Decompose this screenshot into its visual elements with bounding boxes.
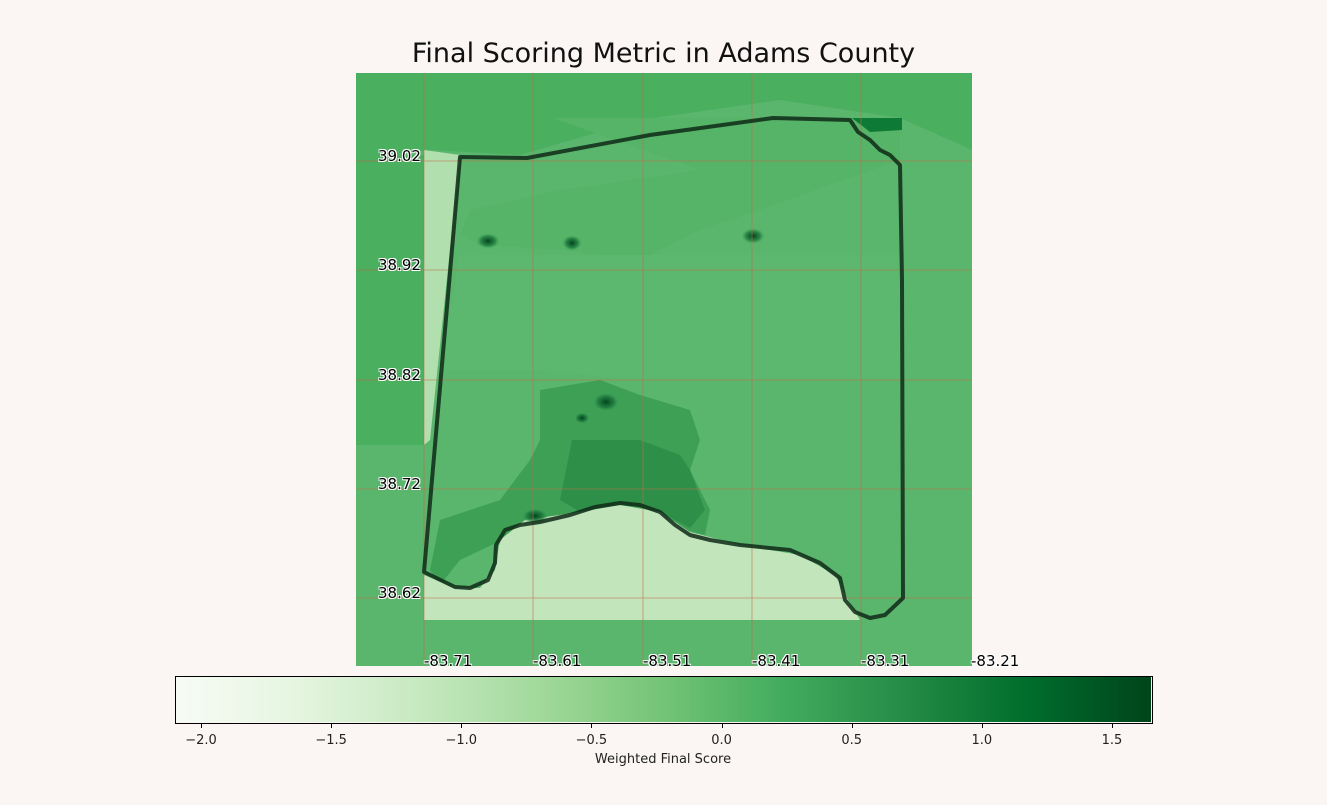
- hotspot-4: [592, 392, 620, 412]
- colorbar-tick-label: −0.5: [575, 733, 608, 748]
- colorbar-tick-label: 1.5: [1101, 733, 1123, 748]
- lat-label-5: 38.62: [378, 584, 421, 602]
- colorbar-tick-label: −1.5: [315, 733, 347, 748]
- lon-label-2: -83.61: [533, 652, 582, 670]
- lat-label-3: 38.82: [378, 366, 421, 384]
- lat-label-1: 39.02: [378, 147, 421, 165]
- county-boundary: [422, 116, 905, 620]
- lon-label-3: -83.51: [643, 652, 692, 670]
- colorbar-tick-mark: [721, 723, 723, 728]
- colorbar-tick-mark: [461, 723, 463, 728]
- colorbar: [175, 676, 1153, 724]
- colorbar-tick-mark: [981, 723, 983, 728]
- colorbar-tick-label: 0.5: [841, 733, 863, 748]
- raster-north-patch: [460, 118, 900, 260]
- hotspot-ne: [852, 118, 902, 132]
- map-title: Final Scoring Metric in Adams County: [411, 38, 916, 69]
- raster-light-west: [424, 150, 460, 445]
- hotspot-3: [741, 228, 765, 244]
- lon-label-5: -83.31: [861, 652, 910, 670]
- colorbar-gradient: [175, 676, 1151, 722]
- colorbar-tick-mark: [201, 723, 203, 728]
- colorbar-tick-label: −2.0: [185, 733, 217, 748]
- colorbar-tick-label: −1.0: [445, 733, 478, 748]
- colorbar-tick-mark: [591, 723, 593, 728]
- lat-label-4: 38.72: [378, 475, 421, 493]
- colorbar-tick-label: 0.0: [711, 733, 732, 748]
- colorbar-label: Weighted Final Score: [594, 752, 732, 767]
- raster-central-band: [440, 255, 900, 380]
- hotspot-2: [562, 235, 582, 251]
- raster-north-zone: [356, 73, 972, 160]
- hotspot-1: [476, 233, 500, 249]
- colorbar-tick-mark: [331, 723, 333, 728]
- colorbar-tick-mark: [1111, 723, 1113, 728]
- lat-label-2: 38.92: [378, 256, 421, 274]
- lon-label-4: -83.41: [752, 652, 801, 670]
- raster-west-strip: [356, 155, 424, 445]
- lon-label-1: -83.71: [424, 652, 473, 670]
- hotspot-5: [574, 412, 590, 424]
- colorbar-tick-label: 1.0: [971, 733, 993, 748]
- lon-label-6: -83.21: [971, 652, 1020, 670]
- colorbar-tick-mark: [851, 723, 853, 728]
